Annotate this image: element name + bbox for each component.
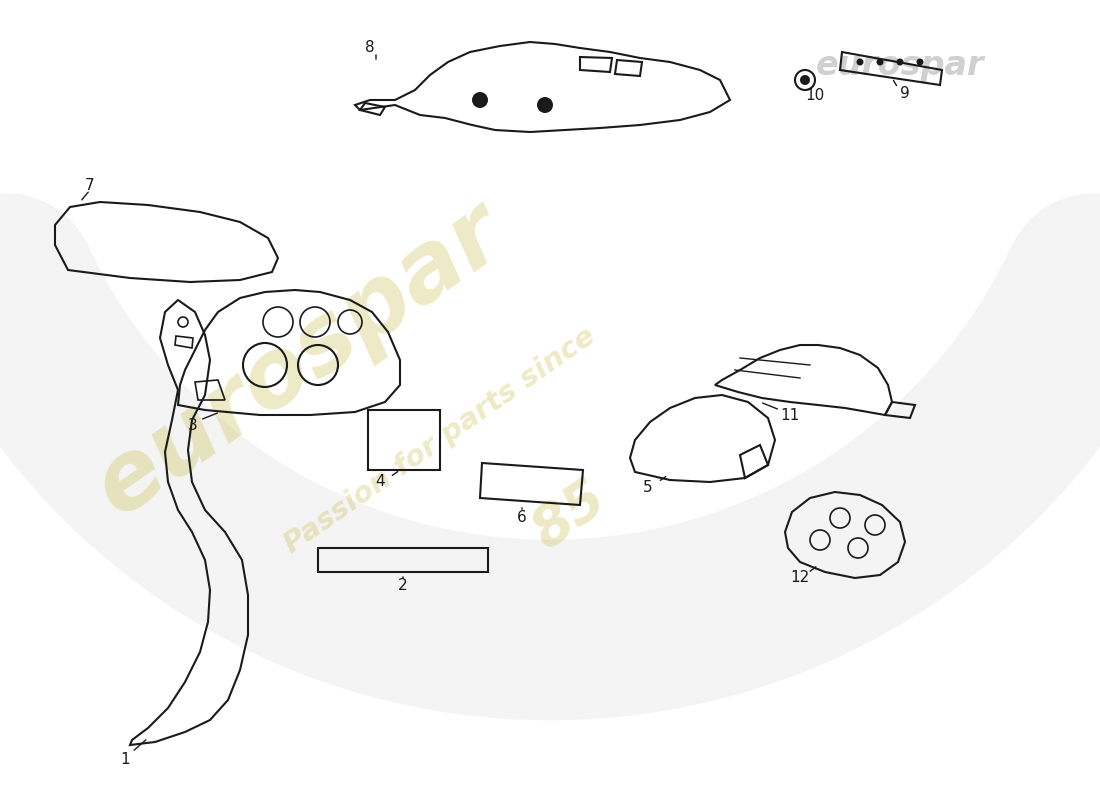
Circle shape [896,58,903,66]
Circle shape [916,58,924,66]
Text: 3: 3 [188,418,198,433]
Circle shape [857,58,864,66]
Text: 8: 8 [365,39,375,54]
Text: eurospar: eurospar [78,186,521,534]
Text: eurospar: eurospar [816,49,985,82]
Text: 6: 6 [517,510,527,526]
Text: 5: 5 [644,481,652,495]
Text: 10: 10 [805,87,825,102]
Text: Passion for parts since: Passion for parts since [279,322,601,558]
Text: 9: 9 [900,86,910,101]
Circle shape [472,92,488,108]
Text: 4: 4 [375,474,385,490]
Text: 12: 12 [791,570,810,586]
Text: 85: 85 [522,470,617,559]
Circle shape [800,75,810,85]
Circle shape [537,97,553,113]
Text: 2: 2 [398,578,408,594]
Text: 1: 1 [120,753,130,767]
Text: 11: 11 [780,407,800,422]
Circle shape [877,58,883,66]
Text: 7: 7 [85,178,95,193]
